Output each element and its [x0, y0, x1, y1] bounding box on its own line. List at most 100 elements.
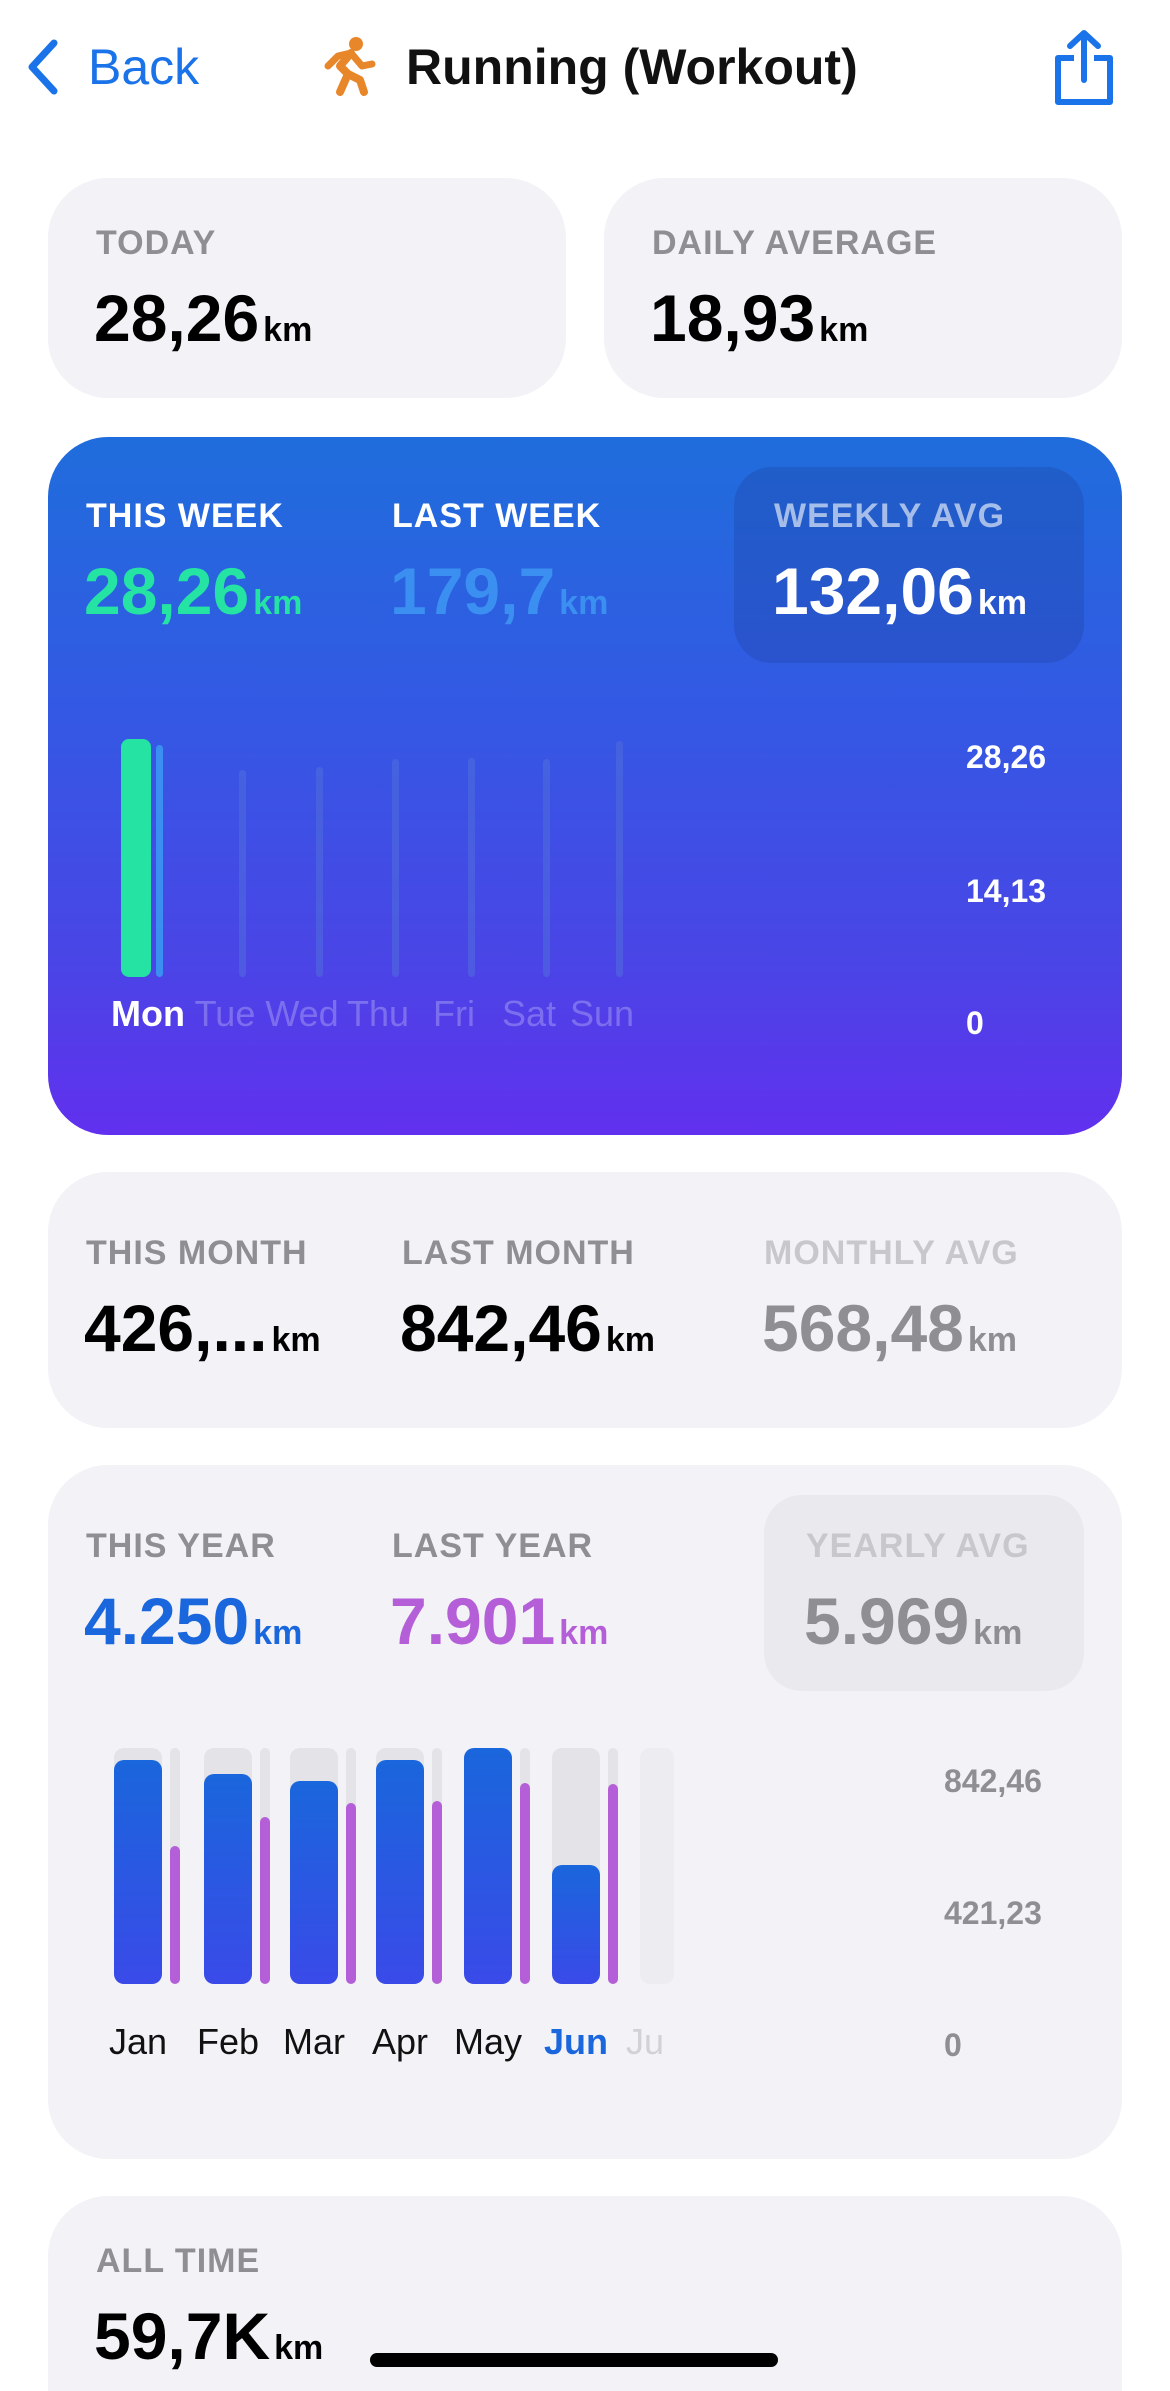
last-month-value-group: 842,46 km [400, 1290, 655, 1366]
this-year-value: 4.250 [84, 1584, 250, 1658]
weekly-summary-card[interactable]: THIS WEEK 28,26 km LAST WEEK 179,7 km WEEK… [48, 437, 1122, 1135]
today-card[interactable]: TODAY 28,26 km [48, 178, 566, 398]
last-year-value: 7.901 [390, 1584, 556, 1658]
back-label: Back [88, 39, 200, 95]
month-bar-last-mar[interactable] [346, 1803, 356, 1984]
month-bar-last-jan[interactable] [170, 1846, 180, 1984]
last-month-unit: km [605, 1321, 656, 1359]
yearly-average-unit: km [973, 1614, 1023, 1652]
monthly-average-unit: km [967, 1321, 1018, 1359]
daily-average-label: DAILY AVERAGE [652, 224, 938, 262]
day-label-thu[interactable]: Thu [346, 993, 410, 1034]
share-icon[interactable] [1050, 28, 1118, 108]
navigation-bar: Back Running (Workout) [0, 0, 1170, 140]
last-year-label: LAST YEAR [392, 1527, 594, 1565]
last-year-unit: km [559, 1614, 609, 1652]
this-month-unit: km [271, 1321, 321, 1359]
this-year-value-group: 4.250 km [84, 1583, 302, 1659]
month-label-jan[interactable]: Jan [108, 2021, 168, 2062]
month-label-ju[interactable]: Ju [626, 2021, 665, 2062]
month-label-may[interactable]: May [453, 2021, 522, 2062]
month-bar-this-jan[interactable] [114, 1760, 162, 1984]
month-bar-last-jun[interactable] [608, 1783, 618, 1984]
month-bar-this-may[interactable] [464, 1748, 512, 1984]
year-axis-zero: 0 [944, 2027, 962, 2063]
yearly-average-value-group: 5.969 km [804, 1583, 1022, 1659]
this-month-label: THIS MONTH [86, 1234, 308, 1272]
all-time-label: ALL TIME [96, 2242, 261, 2280]
this-year-label: THIS YEAR [86, 1527, 276, 1565]
day-label-wed[interactable]: Wed [265, 993, 339, 1034]
last-week-unit: km [559, 584, 609, 622]
month-bar-last-feb[interactable] [260, 1817, 270, 1984]
last-month-label: LAST MONTH [402, 1234, 635, 1272]
month-label-feb[interactable]: Feb [196, 2021, 260, 2062]
monthly-average-value-group: 568,48 km [762, 1290, 1017, 1366]
monthly-summary-card[interactable]: THIS MONTH 426,... km LAST MONTH 842,46 km… [48, 1172, 1122, 1428]
week-axis-mid: 14,13 [966, 873, 1047, 909]
daily-average-value-group: 18,93 km [650, 280, 868, 356]
month-bar-this-mar[interactable] [290, 1780, 338, 1984]
yearly-bar-chart[interactable]: Jan Feb Mar Apr May Jun Ju [48, 1465, 1122, 2159]
month-label-mar[interactable]: Mar [283, 2021, 345, 2062]
day-label-sat[interactable]: Sat [501, 993, 557, 1034]
all-time-unit: km [274, 2329, 324, 2367]
daily-average-unit: km [819, 311, 869, 349]
week-axis-zero: 0 [966, 1005, 984, 1041]
day-label-fri[interactable]: Fri [433, 993, 475, 1034]
chevron-left-icon [28, 39, 58, 95]
month-bar-this-apr[interactable] [376, 1759, 424, 1984]
day-label-tue[interactable]: Tue [194, 993, 256, 1034]
all-time-value: 59,7K [94, 2299, 271, 2373]
page-title-group: Running (Workout) [318, 34, 858, 100]
month-track-ju [640, 1748, 674, 1984]
month-bar-this-jun[interactable] [552, 1864, 600, 1984]
daily-average-card[interactable]: DAILY AVERAGE 18,93 km [604, 178, 1122, 398]
year-axis-max: 842,46 [944, 1763, 1042, 1799]
daily-average-value: 18,93 [650, 281, 816, 355]
last-month-value: 842,46 [400, 1291, 602, 1365]
week-bar-last-sat[interactable] [543, 758, 550, 977]
this-month-value-group: 426,... km [84, 1290, 321, 1366]
month-bar-this-feb[interactable] [204, 1773, 252, 1984]
last-year-value-group: 7.901 km [390, 1583, 608, 1659]
week-bar-last-mon[interactable] [156, 745, 163, 977]
day-label-sun[interactable]: Sun [569, 993, 635, 1034]
page-title: Running (Workout) [406, 39, 858, 95]
week-bar-last-tue[interactable] [239, 769, 246, 977]
monthly-average-value: 568,48 [762, 1291, 964, 1365]
today-value-group: 28,26 km [94, 280, 312, 356]
month-label-apr[interactable]: Apr [371, 2021, 429, 2062]
today-unit: km [263, 311, 313, 349]
monthly-average-label: MONTHLY AVG [764, 1234, 1019, 1272]
weekly-bar-chart[interactable]: Mon Tue Wed Thu Fri Sat Sun [48, 437, 1122, 1135]
week-bar-last-sun[interactable] [616, 741, 623, 977]
weekly-average-box: WEEKLY AVG 132,06 km [734, 467, 1084, 663]
this-month-value: 426,... [84, 1291, 268, 1365]
last-week-value-group: 179,7 km [390, 553, 608, 629]
week-axis-max: 28,26 [966, 739, 1047, 775]
yearly-average-label: YEARLY AVG [806, 1527, 1030, 1565]
day-label-mon[interactable]: Mon [111, 993, 185, 1034]
home-indicator [370, 2353, 778, 2367]
last-week-value: 179,7 [390, 554, 556, 628]
year-axis-mid: 421,23 [944, 1895, 1042, 1931]
yearly-summary-card[interactable]: THIS YEAR 4.250 km LAST YEAR 7.901 km YEAR… [48, 1465, 1122, 2159]
this-week-value-group: 28,26 km [84, 553, 302, 629]
weekly-average-label: WEEKLY AVG [774, 497, 1006, 535]
today-value: 28,26 [94, 281, 260, 355]
month-label-jun[interactable]: Jun [543, 2021, 608, 2062]
running-figure-icon [324, 37, 376, 96]
this-week-unit: km [253, 584, 303, 622]
week-bar-last-wed[interactable] [316, 767, 323, 977]
weekly-average-value: 132,06 [772, 554, 974, 628]
month-bar-last-may[interactable] [520, 1782, 530, 1984]
week-bar-last-fri[interactable] [468, 758, 475, 977]
month-bar-last-apr[interactable] [432, 1800, 442, 1984]
week-bar-last-thu[interactable] [392, 758, 399, 977]
back-button[interactable]: Back [24, 34, 199, 100]
yearly-average-value: 5.969 [804, 1584, 970, 1658]
week-bar-this-mon[interactable] [121, 739, 151, 977]
weekly-average-unit: km [977, 584, 1028, 622]
this-week-label: THIS WEEK [86, 497, 284, 535]
